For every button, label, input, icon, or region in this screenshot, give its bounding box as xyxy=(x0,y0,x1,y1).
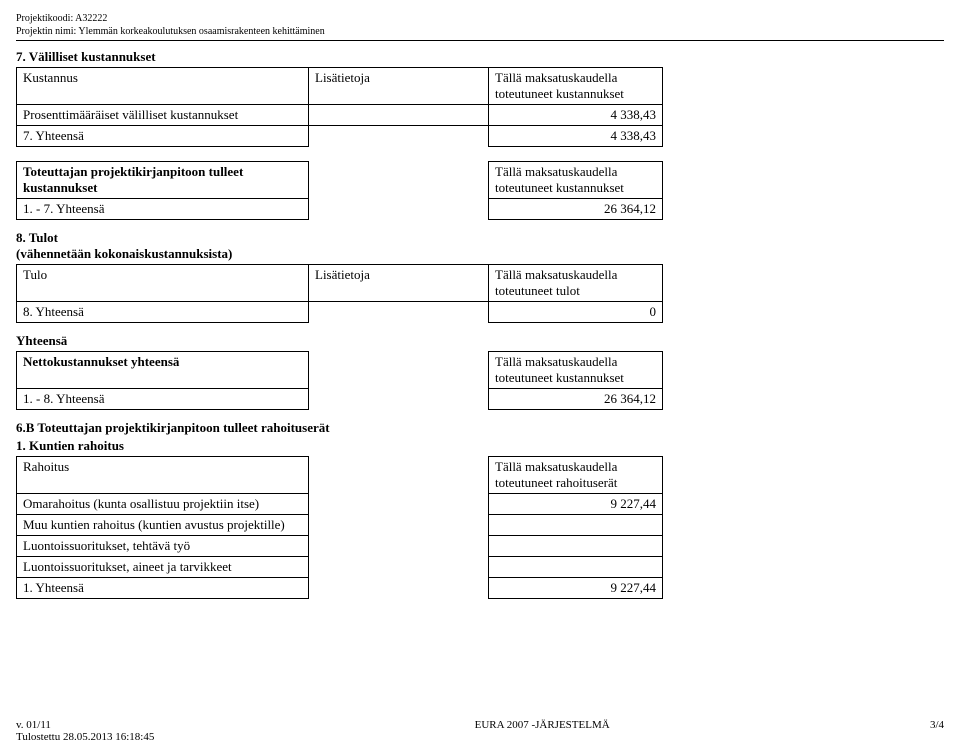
cell-value: 4 338,43 xyxy=(489,126,663,147)
col-header-kustannus: Kustannus xyxy=(17,68,309,105)
col-header-amount: Tällä maksatuskaudella toteutuneet kusta… xyxy=(489,352,663,389)
cell-empty xyxy=(309,557,489,578)
cell-label: Muu kuntien rahoitus (kuntien avustus pr… xyxy=(17,515,309,536)
col-header-amount-line2: toteutuneet rahoituserät xyxy=(495,475,617,490)
table-row: Tulo Lisätietoja Tällä maksatuskaudella … xyxy=(17,265,663,302)
cell-label: 1. - 8. Yhteensä xyxy=(17,389,309,410)
col-header-amount: Tällä maksatuskaudella toteutuneet kusta… xyxy=(489,68,663,105)
cell-empty xyxy=(309,199,489,220)
section-7-title: 7. Välilliset kustannukset xyxy=(16,49,944,65)
col-header-toteuttajan: Toteuttajan projektikirjanpitoon tulleet… xyxy=(17,162,309,199)
col-header-lisatietoja: Lisätietoja xyxy=(309,265,489,302)
table-section-6b: Rahoitus Tällä maksatuskaudella toteutun… xyxy=(16,456,663,599)
cell-value: 4 338,43 xyxy=(489,105,663,126)
footer-printed: Tulostettu 28.05.2013 16:18:45 xyxy=(16,731,154,743)
table-row: 1. - 8. Yhteensä 26 364,12 xyxy=(17,389,663,410)
cell-empty xyxy=(309,302,489,323)
cell-value: 26 364,12 xyxy=(489,389,663,410)
table-section-7: Kustannus Lisätietoja Tällä maksatuskaud… xyxy=(16,67,663,147)
cell-value xyxy=(489,557,663,578)
cell-empty xyxy=(309,457,489,494)
table-row: Muu kuntien rahoitus (kuntien avustus pr… xyxy=(17,515,663,536)
footer-left: v. 01/11 Tulostettu 28.05.2013 16:18:45 xyxy=(16,719,154,743)
table-row: Omarahoitus (kunta osallistuu projektiin… xyxy=(17,494,663,515)
cell-empty xyxy=(309,536,489,557)
cell-label: Omarahoitus (kunta osallistuu projektiin… xyxy=(17,494,309,515)
col-header-rahoitus: Rahoitus xyxy=(17,457,309,494)
col-header-amount: Tällä maksatuskaudella toteutuneet kusta… xyxy=(489,162,663,199)
col-header-amount-line1: Tällä maksatuskaudella xyxy=(495,459,617,474)
section-6b-title: 6.B Toteuttajan projektikirjanpitoon tul… xyxy=(16,420,944,436)
col-header-amount-line1: Tällä maksatuskaudella xyxy=(495,354,617,369)
cell-empty xyxy=(309,162,489,199)
header-project-code: Projektikoodi: A32222 xyxy=(16,12,944,25)
col-header-netto: Nettokustannukset yhteensä xyxy=(17,352,309,389)
cell-label: Prosenttimääräiset välilliset kustannuks… xyxy=(17,105,309,126)
cell-empty xyxy=(309,352,489,389)
table-row: 8. Yhteensä 0 xyxy=(17,302,663,323)
cell-empty xyxy=(309,515,489,536)
col-header-amount-line2: toteutuneet kustannukset xyxy=(495,86,624,101)
table-row: Kustannus Lisätietoja Tällä maksatuskaud… xyxy=(17,68,663,105)
cell-empty xyxy=(309,126,489,147)
table-row: 7. Yhteensä 4 338,43 xyxy=(17,126,663,147)
table-section-8: Tulo Lisätietoja Tällä maksatuskaudella … xyxy=(16,264,663,323)
cell-empty xyxy=(309,389,489,410)
table-row: 1. Yhteensä 9 227,44 xyxy=(17,578,663,599)
cell-value xyxy=(489,515,663,536)
cell-value xyxy=(489,536,663,557)
cell-label: 1. - 7. Yhteensä xyxy=(17,199,309,220)
table-row: Prosenttimääräiset välilliset kustannuks… xyxy=(17,105,663,126)
cell-label: 1. Yhteensä xyxy=(17,578,309,599)
footer-page-number: 3/4 xyxy=(930,719,944,743)
col-header-amount: Tällä maksatuskaudella toteutuneet tulot xyxy=(489,265,663,302)
section-6b-sub: 1. Kuntien rahoitus xyxy=(16,438,944,454)
table-row: 1. - 7. Yhteensä 26 364,12 xyxy=(17,199,663,220)
table-row: Toteuttajan projektikirjanpitoon tulleet… xyxy=(17,162,663,199)
cell-empty xyxy=(309,494,489,515)
col-header-amount: Tällä maksatuskaudella toteutuneet rahoi… xyxy=(489,457,663,494)
table-row: Rahoitus Tällä maksatuskaudella toteutun… xyxy=(17,457,663,494)
col-header-tulo: Tulo xyxy=(17,265,309,302)
footer-center: EURA 2007 -JÄRJESTELMÄ xyxy=(154,719,930,743)
col-header-amount-line1: Tällä maksatuskaudella xyxy=(495,70,617,85)
table-row: Luontoissuoritukset, tehtävä työ xyxy=(17,536,663,557)
cell-value: 0 xyxy=(489,302,663,323)
cell-label: 7. Yhteensä xyxy=(17,126,309,147)
header-rule xyxy=(16,40,944,41)
col-header-amount-line2: toteutuneet kustannukset xyxy=(495,370,624,385)
header-project-name: Projektin nimi: Ylemmän korkeakoulutukse… xyxy=(16,25,944,38)
cell-label: 8. Yhteensä xyxy=(17,302,309,323)
table-toteuttajan: Toteuttajan projektikirjanpitoon tulleet… xyxy=(16,161,663,220)
footer-version: v. 01/11 xyxy=(16,719,51,731)
col-header-amount-line2: toteutuneet kustannukset xyxy=(495,180,624,195)
cell-label: Luontoissuoritukset, aineet ja tarvikkee… xyxy=(17,557,309,578)
cell-label: Luontoissuoritukset, tehtävä työ xyxy=(17,536,309,557)
col-header-lisatietoja: Lisätietoja xyxy=(309,68,489,105)
section-8-title-text: 8. Tulot xyxy=(16,230,58,245)
page-footer: v. 01/11 Tulostettu 28.05.2013 16:18:45 … xyxy=(16,719,944,743)
cell-value: 9 227,44 xyxy=(489,494,663,515)
col-header-amount-line2: toteutuneet tulot xyxy=(495,283,580,298)
cell-value: 26 364,12 xyxy=(489,199,663,220)
table-yhteensa: Nettokustannukset yhteensä Tällä maksatu… xyxy=(16,351,663,410)
table-row: Luontoissuoritukset, aineet ja tarvikkee… xyxy=(17,557,663,578)
cell-empty xyxy=(309,105,489,126)
col-header-amount-line1: Tällä maksatuskaudella xyxy=(495,267,617,282)
section-8-title: 8. Tulot (vähennetään kokonaiskustannuks… xyxy=(16,230,944,262)
table-row: Nettokustannukset yhteensä Tällä maksatu… xyxy=(17,352,663,389)
cell-empty xyxy=(309,578,489,599)
col-header-amount-line1: Tällä maksatuskaudella xyxy=(495,164,617,179)
cell-value: 9 227,44 xyxy=(489,578,663,599)
section-8-subtitle: (vähennetään kokonaiskustannuksista) xyxy=(16,246,232,261)
yhteensa-title: Yhteensä xyxy=(16,333,944,349)
